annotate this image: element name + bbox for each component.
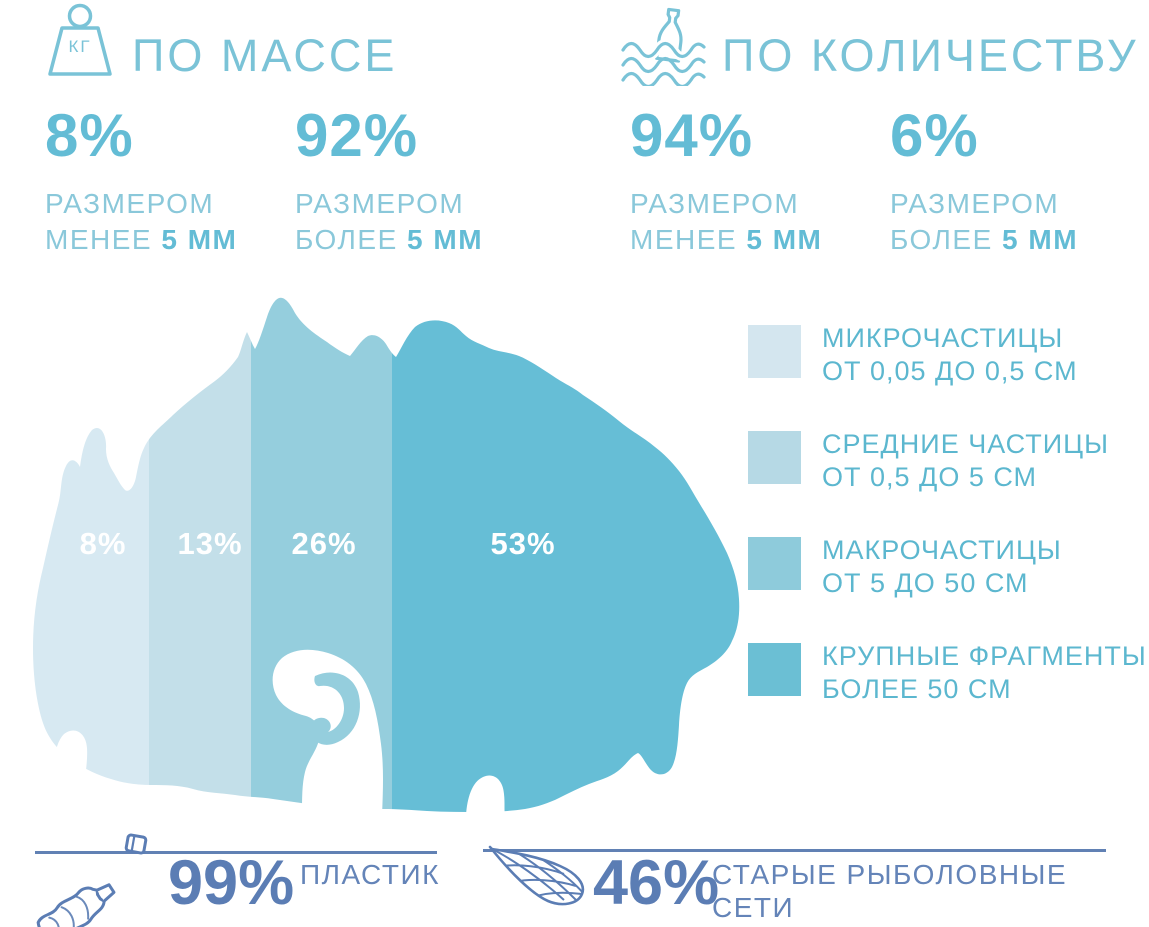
legend-item-large-fragments: КРУПНЫЕ ФРАГМЕНТЫ БОЛЕЕ 50 СМ bbox=[748, 641, 1148, 704]
crushed-bottle-icon bbox=[36, 833, 148, 927]
weight-kg-icon: КГ bbox=[48, 3, 112, 76]
legend-swatch bbox=[748, 431, 801, 484]
southwest-notch bbox=[53, 730, 88, 800]
stat-value: 8% bbox=[45, 102, 134, 169]
stat-label: РАЗМЕРОМ МЕНЕЕ 5 ММ bbox=[630, 188, 823, 255]
stat-count-under-5mm: 94% РАЗМЕРОМ МЕНЕЕ 5 ММ bbox=[630, 106, 822, 258]
legend-item-microparticles: МИКРОЧАСТИЦЫ ОТ 0,05 ДО 0,5 СМ bbox=[748, 323, 1148, 386]
stat-value: 94% bbox=[630, 102, 754, 169]
legend-swatch bbox=[748, 643, 801, 696]
legend-label: МАКРОЧАСТИЦЫ ОТ 5 ДО 50 СМ bbox=[822, 535, 1062, 598]
southeast-notch bbox=[466, 775, 505, 816]
plastic-label: ПЛАСТИК bbox=[300, 859, 440, 890]
legend-label: СРЕДНИЕ ЧАСТИЦЫ ОТ 0,5 ДО 5 СМ bbox=[822, 429, 1110, 492]
fishing-net-icon bbox=[488, 845, 585, 906]
stat-mass-over-5mm: 92% РАЗМЕРОМ БОЛЕЕ 5 ММ bbox=[295, 106, 483, 258]
bottle-in-waves-icon bbox=[619, 7, 708, 86]
blob-bands bbox=[33, 297, 740, 812]
nets-label: СТАРЫЕ РЫБОЛОВНЫЕ СЕТИ bbox=[712, 859, 1068, 923]
divider-left bbox=[35, 851, 437, 854]
stat-value: 6% bbox=[890, 102, 979, 169]
title-by-count: ПО КОЛИЧЕСТВУ bbox=[722, 30, 1139, 81]
stat-value: 92% bbox=[295, 102, 419, 169]
legend-item-macroparticles: МАКРОЧАСТИЦЫ ОТ 5 ДО 50 СМ bbox=[748, 535, 1148, 598]
legend-label: КРУПНЫЕ ФРАГМЕНТЫ БОЛЕЕ 50 СМ bbox=[822, 641, 1147, 704]
nets-percent: 46% bbox=[593, 848, 720, 918]
band-label-13: 13% bbox=[177, 526, 242, 561]
weight-icon-kg-text: КГ bbox=[68, 37, 91, 56]
band-label-53: 53% bbox=[490, 526, 555, 561]
legend-item-medium-particles: СРЕДНИЕ ЧАСТИЦЫ ОТ 0,5 ДО 5 СМ bbox=[748, 429, 1148, 492]
band-label-8: 8% bbox=[80, 526, 127, 561]
band-large-fragments bbox=[392, 297, 740, 812]
legend-label: МИКРОЧАСТИЦЫ ОТ 0,05 ДО 0,5 СМ bbox=[822, 323, 1078, 386]
stat-label: РАЗМЕРОМ БОЛЕЕ 5 ММ bbox=[295, 188, 484, 255]
divider-right bbox=[483, 849, 1106, 852]
legend-swatch bbox=[748, 325, 801, 378]
title-by-mass: ПО МАССЕ bbox=[132, 30, 398, 81]
plastic-percent: 99% bbox=[168, 848, 295, 918]
bay-curl-piece bbox=[310, 672, 360, 745]
stat-label: РАЗМЕРОМ БОЛЕЕ 5 ММ bbox=[890, 188, 1079, 255]
stat-label: РАЗМЕРОМ МЕНЕЕ 5 ММ bbox=[45, 188, 238, 255]
band-label-26: 26% bbox=[291, 526, 356, 561]
stat-count-over-5mm: 6% РАЗМЕРОМ БОЛЕЕ 5 ММ bbox=[890, 106, 1078, 258]
legend-swatch bbox=[748, 537, 801, 590]
stat-mass-under-5mm: 8% РАЗМЕРОМ МЕНЕЕ 5 ММ bbox=[45, 106, 237, 258]
